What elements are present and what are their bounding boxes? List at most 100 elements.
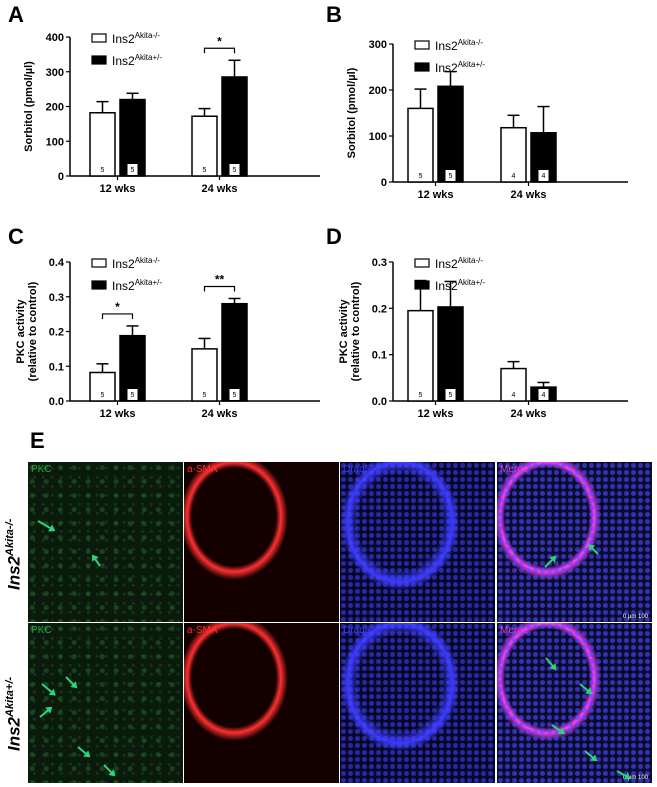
micrograph-draq5: Draq5 — [340, 462, 495, 622]
n-label: 4 — [512, 392, 516, 399]
category-label: 24 wks — [201, 183, 237, 195]
channel-label: Draq5 — [343, 464, 371, 475]
chart-panel-c: C 0.0 0.1 0.2 0.3 0.4 PKC activity (relative to… — [8, 224, 320, 420]
legend-label: Ins2Akita+/- — [112, 278, 162, 293]
legend-label: Ins2Akita+/- — [112, 53, 162, 68]
n-label-box — [445, 389, 456, 400]
y-tick-label: 0.0 — [49, 396, 64, 408]
significance-bracket — [203, 47, 236, 54]
bar — [407, 309, 434, 402]
legend-label: Ins2Akita-/- — [112, 31, 160, 46]
bar — [221, 76, 248, 177]
row-label-superscript: Akita-/- — [4, 518, 16, 556]
channel-label: PKC — [31, 464, 52, 475]
category-label: 12 wks — [99, 183, 135, 195]
bar-charts: A 0 100 200 300 400 Sorbitol (pmol/µl) 12 wks 24… — [8, 2, 628, 420]
n-label-box — [538, 170, 549, 181]
n-label-box — [229, 389, 240, 400]
n-label: 5 — [419, 173, 423, 180]
y-axis-label: Sorbitol (pmol/µl) — [23, 61, 35, 152]
scale-bar-label: 0 µm 100 — [622, 614, 648, 620]
panel-label: C — [8, 224, 24, 249]
y-axis-label-2: (relative to control) — [27, 281, 39, 381]
bar — [119, 98, 146, 177]
n-label-box — [445, 170, 456, 181]
n-label: 5 — [233, 392, 237, 399]
significance-marker: ** — [215, 272, 225, 286]
micrograph-a-sma: a-SMA — [184, 462, 339, 622]
y-tick-label: 0.2 — [49, 327, 64, 339]
y-tick-label: 0.3 — [49, 292, 64, 304]
n-label: 4 — [512, 173, 516, 180]
channel-label: Merge — [500, 625, 529, 636]
n-label: 5 — [131, 167, 135, 174]
n-label: 5 — [449, 392, 453, 399]
y-tick-label: 100 — [46, 136, 64, 148]
legend-swatch — [414, 258, 430, 268]
bar — [221, 302, 248, 402]
legend-swatch — [91, 258, 107, 268]
n-label: 5 — [203, 167, 207, 174]
legend-swatch — [414, 40, 430, 50]
micrograph-pkc: PKC — [28, 623, 183, 783]
y-axis-label-2: (relative to control) — [350, 281, 362, 381]
panel-label: A — [8, 2, 24, 27]
row-label: Ins2Akita-/- — [4, 519, 25, 590]
y-tick-label: 0.1 — [49, 361, 64, 373]
y-axis-label: PKC activity — [15, 299, 27, 364]
legend-label: Ins2Akita-/- — [112, 256, 160, 271]
channel-label: a-SMA — [187, 464, 218, 475]
row-label-superscript: Akita+/- — [4, 676, 16, 717]
n-label: 5 — [131, 392, 135, 399]
n-label: 4 — [542, 173, 546, 180]
category-label: 12 wks — [417, 189, 453, 201]
y-tick-label: 100 — [369, 131, 387, 143]
legend-swatch — [91, 55, 107, 65]
panel-label: D — [326, 224, 342, 249]
bar — [437, 85, 464, 183]
panel-label-e: E — [30, 428, 45, 453]
micrograph-merge: Merge 0 µm 100 — [497, 623, 652, 783]
n-label: 5 — [101, 392, 105, 399]
category-label: 24 wks — [201, 408, 237, 420]
legend-label: Ins2Akita-/- — [435, 256, 483, 271]
n-label: 5 — [419, 392, 423, 399]
y-tick-label: 0 — [381, 177, 387, 189]
legend-label: Ins2Akita+/- — [435, 60, 485, 75]
legend-label: Ins2Akita+/- — [435, 278, 485, 293]
category-label: 12 wks — [99, 408, 135, 420]
legend-swatch — [91, 280, 107, 290]
significance-bracket — [203, 285, 236, 292]
bar — [437, 306, 464, 402]
legend-label: Ins2Akita-/- — [435, 38, 483, 53]
significance-bracket — [101, 313, 134, 319]
micrograph-a-sma: a-SMA — [184, 623, 339, 783]
chart-panel-b: B 0 100 200 300 Sorbitol (pmol/µl) 12 wks 24 wk… — [326, 2, 628, 201]
category-label: 24 wks — [510, 408, 546, 420]
n-label-box — [127, 164, 138, 175]
panel-label: B — [326, 2, 342, 27]
y-tick-label: 0.0 — [372, 396, 387, 408]
n-label: 5 — [233, 167, 237, 174]
legend-swatch — [414, 280, 430, 290]
y-tick-label: 0.4 — [49, 257, 65, 269]
row-label: Ins2Akita+/- — [4, 677, 25, 751]
chart-panel-a: A 0 100 200 300 400 Sorbitol (pmol/µl) 12 wks 24… — [8, 2, 320, 195]
y-tick-label: 0 — [58, 171, 64, 183]
y-tick-label: 400 — [46, 32, 64, 44]
n-label: 5 — [101, 167, 105, 174]
micrograph-pkc: PKC — [28, 462, 183, 622]
category-label: 12 wks — [417, 408, 453, 420]
row-label-base: Ins2 — [4, 555, 24, 590]
y-axis-label: Sorbitol (pmol/µl) — [346, 67, 358, 158]
significance-marker: * — [217, 34, 222, 48]
bar — [191, 348, 218, 402]
y-tick-label: 0.3 — [372, 257, 387, 269]
channel-label: a-SMA — [187, 625, 218, 636]
category-label: 24 wks — [510, 189, 546, 201]
y-tick-label: 0.2 — [372, 303, 387, 315]
n-label: 4 — [542, 392, 546, 399]
micrograph-merge: Merge 0 µm 100 — [497, 462, 652, 622]
n-label: 5 — [203, 392, 207, 399]
n-label-box — [127, 389, 138, 400]
